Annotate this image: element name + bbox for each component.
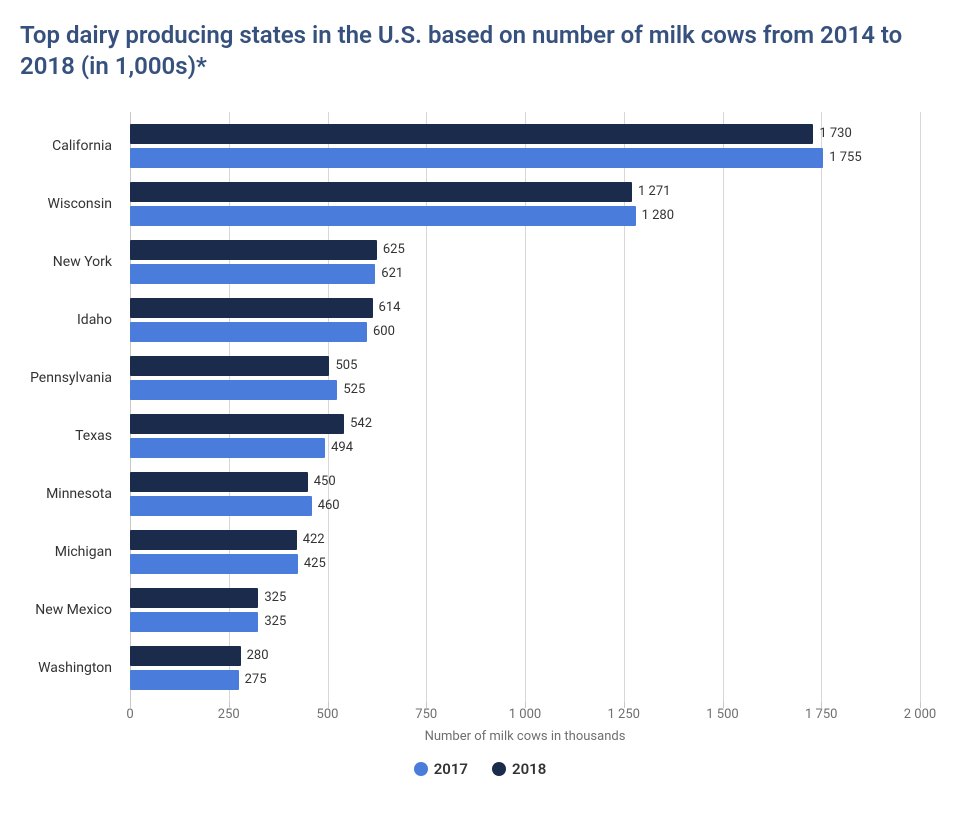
category-label: Michigan [20, 544, 120, 560]
bar-value-label: 1 755 [823, 148, 861, 168]
x-tick-label: 750 [415, 707, 437, 722]
bar-value-label: 280 [241, 646, 269, 666]
x-tick-label: 1 750 [805, 707, 837, 722]
bar [130, 124, 813, 144]
bar [130, 438, 325, 458]
chart-page: Top dairy producing states in the U.S. b… [0, 0, 960, 790]
category-group: New York625621 [130, 240, 920, 284]
bar [130, 414, 344, 434]
category-group: Michigan422425 [130, 530, 920, 574]
bar [130, 646, 241, 666]
x-tick-label: 1 000 [509, 707, 541, 722]
x-tick-label: 0 [126, 707, 133, 722]
bar-value-label: 275 [239, 670, 267, 690]
category-group: California1 7301 755 [130, 124, 920, 168]
bar-value-label: 325 [258, 612, 286, 632]
bar-value-label: 1 280 [636, 206, 674, 226]
bar [130, 530, 297, 550]
bar [130, 588, 258, 608]
x-tick-label: 1 500 [706, 707, 738, 722]
x-axis-label: Number of milk cows in thousands [425, 729, 626, 744]
x-tick-label: 2 000 [904, 707, 936, 722]
bar [130, 554, 298, 574]
bar-value-label: 525 [337, 380, 365, 400]
category-group: Pennsylvania505525 [130, 356, 920, 400]
category-group: Wisconsin1 2711 280 [130, 182, 920, 226]
bar-value-label: 460 [312, 496, 340, 516]
bar-value-label: 325 [258, 588, 286, 608]
chart: 0 250 500 750 1 000 1 250 1 500 1 750 2 000 Numbe… [20, 102, 940, 742]
legend-label: 2017 [434, 760, 468, 778]
category-label: Wisconsin [20, 196, 120, 212]
x-tick-label: 250 [218, 707, 240, 722]
chart-title: Top dairy producing states in the U.S. b… [20, 20, 940, 82]
bar [130, 670, 239, 690]
category-label: Minnesota [20, 486, 120, 502]
bar-value-label: 614 [373, 298, 401, 318]
legend-label: 2018 [512, 760, 546, 778]
legend-swatch-icon [414, 762, 428, 776]
legend-item[interactable]: 2017 [414, 760, 468, 778]
category-group: Texas542494 [130, 414, 920, 458]
bar [130, 472, 308, 492]
bar [130, 496, 312, 516]
bar [130, 612, 258, 632]
bar-value-label: 494 [325, 438, 353, 458]
bar-value-label: 1 271 [632, 182, 670, 202]
category-label: New York [20, 254, 120, 270]
category-label: New Mexico [20, 602, 120, 618]
category-label: Pennsylvania [20, 370, 120, 386]
bar [130, 322, 367, 342]
bar [130, 182, 632, 202]
gridline [920, 112, 921, 702]
bar [130, 264, 375, 284]
bar [130, 298, 373, 318]
legend-item[interactable]: 2018 [492, 760, 546, 778]
category-label: Washington [20, 660, 120, 676]
bar [130, 148, 823, 168]
category-label: Texas [20, 428, 120, 444]
category-group: Minnesota450460 [130, 472, 920, 516]
category-group: Idaho614600 [130, 298, 920, 342]
bar-value-label: 422 [297, 530, 325, 550]
bar-value-label: 621 [375, 264, 403, 284]
bar [130, 206, 636, 226]
bar-value-label: 625 [377, 240, 405, 260]
bar-value-label: 1 730 [813, 124, 851, 144]
x-tick-label: 500 [317, 707, 339, 722]
legend-swatch-icon [492, 762, 506, 776]
category-label: Idaho [20, 312, 120, 328]
category-group: New Mexico325325 [130, 588, 920, 632]
bar-value-label: 542 [344, 414, 372, 434]
bar-value-label: 600 [367, 322, 395, 342]
category-group: Washington280275 [130, 646, 920, 690]
category-label: California [20, 138, 120, 154]
bar [130, 356, 329, 376]
bar-value-label: 505 [329, 356, 357, 376]
legend: 2017 2018 [20, 760, 940, 780]
bar [130, 380, 337, 400]
bar-value-label: 425 [298, 554, 326, 574]
x-tick-label: 1 250 [608, 707, 640, 722]
bar-value-label: 450 [308, 472, 336, 492]
bar [130, 240, 377, 260]
plot-area: 02505007501 0001 2501 5001 7502 000Numbe… [130, 112, 920, 702]
